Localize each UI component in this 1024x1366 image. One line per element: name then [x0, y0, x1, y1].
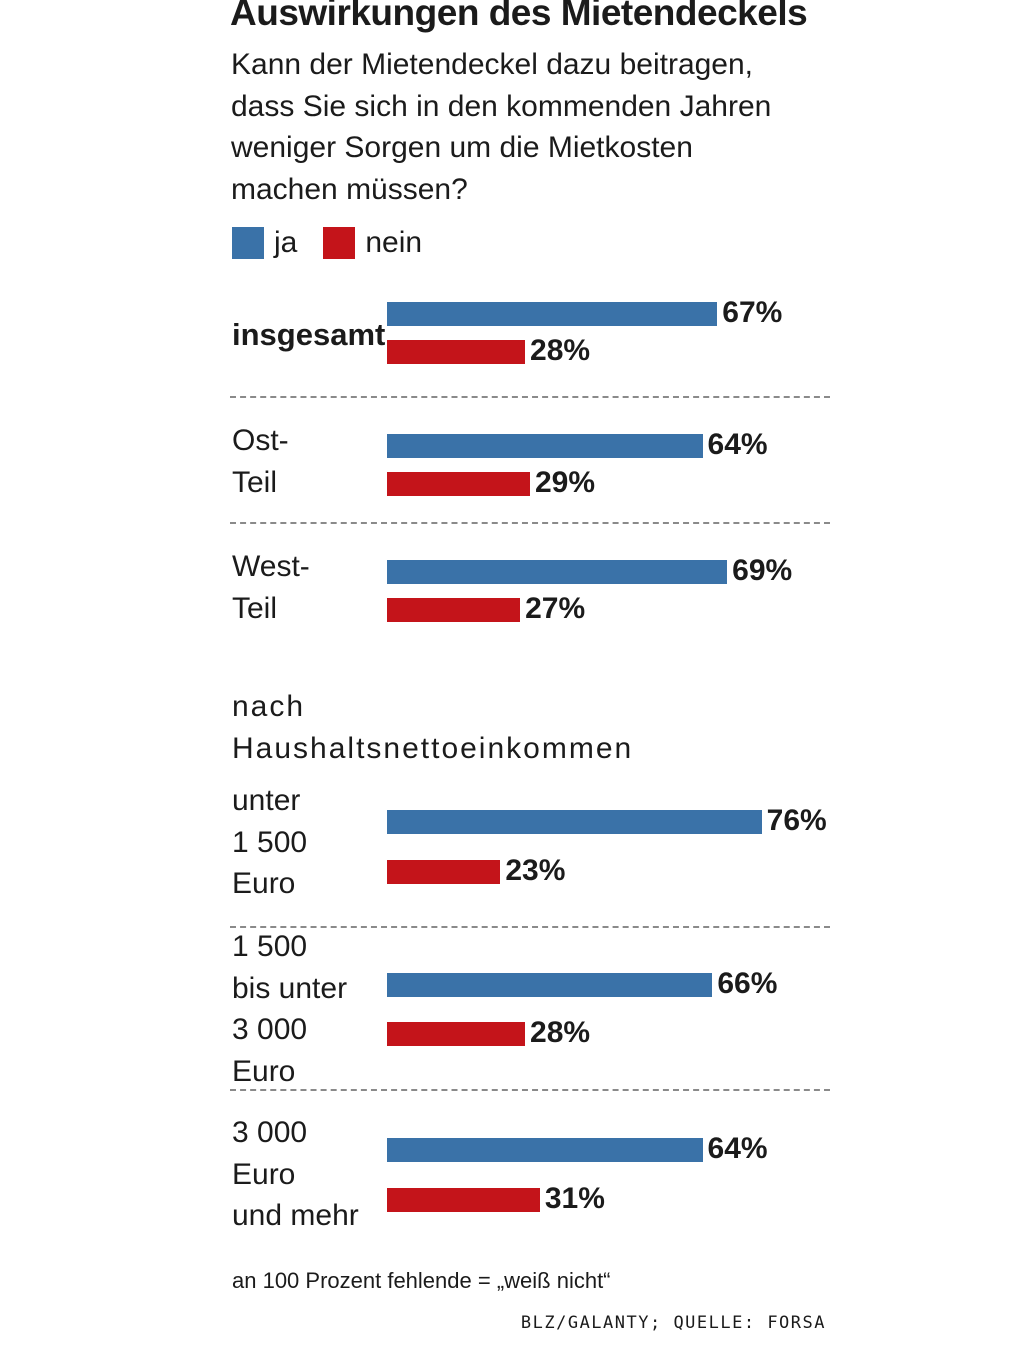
category-label-1500-3000: 1 500 bis unter 3 000 Euro	[232, 926, 347, 1092]
category-label-line: West-	[232, 550, 310, 583]
chart-title: Auswirkungen des Mietendeckels	[230, 0, 808, 33]
value-label-ja-ost: 64%	[707, 428, 768, 461]
value-label-nein-west: 27%	[525, 592, 586, 625]
category-label-line: Teil	[232, 591, 278, 625]
legend-swatch-ja	[232, 227, 264, 259]
category-label-line: unter	[232, 784, 301, 817]
category-label-line: und mehr	[232, 1199, 359, 1232]
category-label-insgesamt: insgesamt	[232, 314, 385, 356]
bar-ja-ab-3000	[387, 1138, 703, 1162]
value-label-nein-ab-3000: 31%	[544, 1182, 605, 1215]
category-label-west: West- Teil	[232, 546, 310, 629]
bar-ja-insgesamt	[387, 302, 718, 326]
category-label-line: Teil	[232, 465, 278, 499]
subtitle-line: dass Sie sich in den kommenden Jahren	[231, 89, 772, 123]
chart-subtitle: Kann der Mietendeckel dazu beitragen, da…	[231, 44, 771, 210]
value-label-ja-unter-1500: 76%	[766, 804, 827, 837]
subtitle-line: machen müssen?	[231, 172, 468, 206]
source-credit: BLZ/GALANTY; QUELLE: FORSA	[520, 1313, 826, 1333]
bar-ja-1500-3000	[387, 973, 713, 997]
category-label-line: Euro	[232, 1054, 296, 1088]
value-label-ja-west: 69%	[732, 554, 793, 587]
category-label-line: Euro	[232, 1157, 296, 1191]
category-label-line: 3 000	[232, 1013, 308, 1046]
value-label-nein-unter-1500: 23%	[505, 854, 566, 887]
bar-ja-west	[387, 560, 728, 584]
value-label-ja-ab-3000: 64%	[707, 1132, 768, 1165]
category-label-line: 3 000	[232, 1116, 308, 1149]
section-label-line: nach	[232, 690, 306, 723]
value-label-nein-1500-3000: 28%	[530, 1016, 591, 1049]
bar-nein-ost	[387, 472, 530, 496]
row-divider	[230, 1089, 830, 1091]
section-label: nach Haushaltsnettoeinkommen	[232, 686, 633, 769]
row-divider	[230, 396, 830, 398]
category-label-ost: Ost- Teil	[232, 420, 289, 503]
bar-nein-1500-3000	[387, 1022, 526, 1046]
value-label-ja-1500-3000: 66%	[717, 967, 778, 1000]
category-label-unter-1500: unter 1 500 Euro	[232, 780, 307, 905]
section-label-line: Haushaltsnettoeinkommen	[232, 731, 634, 765]
value-label-nein-ost: 29%	[534, 466, 596, 499]
value-label-ja-insgesamt: 67%	[722, 296, 783, 329]
category-label-line: 1 500	[232, 930, 308, 963]
bar-nein-unter-1500	[387, 860, 501, 884]
subtitle-line: weniger Sorgen um die Mietkosten	[231, 131, 693, 164]
bar-nein-west	[387, 598, 521, 622]
category-label-line: Ost-	[232, 424, 289, 457]
bar-ja-unter-1500	[387, 810, 762, 834]
bar-ja-ost	[387, 434, 703, 458]
bar-nein-ab-3000	[387, 1188, 540, 1212]
subtitle-line: Kann der Mietendeckel dazu beitragen,	[231, 48, 754, 81]
legend-swatch-nein	[323, 227, 356, 259]
legend-label-ja: ja	[274, 226, 298, 259]
category-label-line: insgesamt	[232, 317, 386, 352]
category-label-ab-3000: 3 000 Euro und mehr	[232, 1112, 359, 1237]
row-divider	[230, 522, 830, 524]
category-label-line: bis unter	[232, 971, 348, 1005]
row-divider	[230, 926, 830, 928]
footnote: an 100 Prozent fehlende = „weiß nicht“	[232, 1268, 611, 1293]
legend-label-nein: nein	[365, 226, 423, 259]
category-label-line: Euro	[232, 867, 296, 900]
chart-legend: ja nein	[232, 226, 448, 260]
category-label-line: 1 500	[232, 825, 308, 859]
bar-nein-insgesamt	[387, 340, 526, 364]
value-label-nein-insgesamt: 28%	[530, 334, 591, 367]
